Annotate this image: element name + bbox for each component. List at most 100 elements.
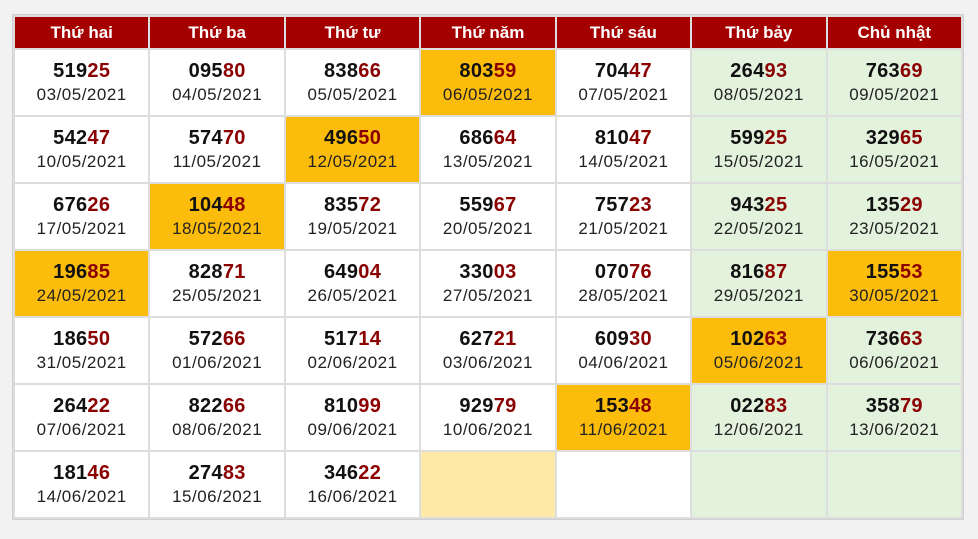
result-number: 82871 [150,260,283,284]
result-head-digits: 929 [459,394,494,417]
result-number: 15348 [557,394,690,418]
result-tail-digits: 50 [358,126,382,149]
result-number: 59925 [692,126,825,150]
result-number: 13529 [828,193,961,217]
day-cell: 33003 27/05/2021 [421,251,555,316]
day-cell: 26493 08/05/2021 [692,50,826,115]
result-number: 62721 [421,327,554,351]
result-date: 04/06/2021 [578,352,669,372]
result-tail-digits: 47 [629,126,652,149]
result-tail-digits: 26 [87,193,111,216]
result-head-digits: 274 [188,461,223,484]
result-date: 19/05/2021 [307,218,398,238]
result-number: 19685 [15,260,148,284]
result-head-digits: 822 [188,394,223,417]
result-date: 08/06/2021 [172,419,263,439]
day-cell: 82266 08/06/2021 [150,385,284,450]
day-cell: 51925 03/05/2021 [15,50,149,115]
result-tail-digits: 64 [493,126,517,149]
result-tail-digits: 14 [358,327,382,350]
result-tail-digits: 69 [899,59,923,82]
table-row: 18146 14/06/2021 27483 15/06/2021 34622 16/06… [15,452,961,517]
result-tail-digits: 79 [899,394,923,417]
result-head-digits: 704 [594,59,630,82]
result-tail-digits: 70 [222,126,246,149]
result-head-digits: 810 [594,126,630,149]
result-number: 26493 [692,59,825,83]
result-head-digits: 496 [323,126,359,149]
result-number: 27483 [150,461,283,485]
result-head-digits: 838 [323,59,359,82]
day-cell: 81099 09/06/2021 [285,385,420,450]
result-number: 70447 [557,59,690,83]
result-head-digits: 649 [323,260,359,283]
result-date: 05/05/2021 [307,84,398,104]
result-head-digits: 181 [53,461,88,484]
result-number: 18146 [15,461,148,485]
day-cell: 18650 31/05/2021 [15,318,149,383]
result-number: 55967 [421,193,554,217]
result-tail-digits: 48 [222,193,246,216]
result-number: 80359 [421,59,554,83]
result-date: 20/05/2021 [442,218,534,238]
result-date: 03/05/2021 [36,84,127,104]
day-cell: 76369 09/05/2021 [827,50,961,115]
day-cell [827,452,961,517]
result-tail-digits: 22 [358,461,382,484]
result-tail-digits: 59 [493,59,517,82]
day-cell: 09580 04/05/2021 [150,50,284,115]
day-cell: 35879 13/06/2021 [827,385,961,450]
result-number: 18650 [15,327,148,351]
result-date: 15/06/2021 [172,486,263,506]
table-row: 54247 10/05/2021 57470 11/05/2021 49650 12/05… [15,117,961,182]
result-tail-digits: 67 [493,193,517,216]
header-sunday: Chủ nhật [827,17,961,48]
result-tail-digits: 65 [899,126,923,149]
result-number: 54247 [15,126,148,150]
result-number: 02283 [692,394,825,418]
result-number: 57470 [150,126,283,150]
result-date: 14/05/2021 [578,151,669,171]
day-cell: 10448 18/05/2021 [150,184,284,249]
header-wednesday: Thứ tư [285,17,420,48]
result-head-digits: 329 [865,126,900,149]
day-cell: 92979 10/06/2021 [421,385,555,450]
day-cell [421,452,555,517]
result-date: 11/05/2021 [172,151,262,171]
result-number: 07076 [557,260,690,284]
result-head-digits: 519 [53,59,88,82]
day-cell: 59925 15/05/2021 [692,117,826,182]
results-calendar-table: Thứ hai Thứ ba Thứ tư Thứ năm Thứ sáu Th… [13,15,963,519]
result-date: 21/05/2021 [578,218,669,238]
result-date: 11/06/2021 [578,419,668,439]
header-saturday: Thứ bảy [692,17,826,48]
result-head-digits: 559 [459,193,494,216]
result-head-digits: 095 [188,59,223,82]
result-tail-digits: 22 [87,394,111,417]
result-tail-digits: 03 [493,260,517,283]
result-date: 02/06/2021 [307,352,398,372]
result-tail-digits: 83 [222,461,246,484]
result-number: 83866 [286,59,419,83]
day-cell: 82871 25/05/2021 [150,251,284,316]
result-number: 09580 [150,59,283,83]
result-head-digits: 803 [459,59,494,82]
result-head-digits: 330 [459,260,494,283]
result-date: 16/05/2021 [849,151,940,171]
result-number: 73663 [828,327,961,351]
header-friday: Thứ sáu [556,17,691,48]
result-date: 13/06/2021 [849,419,940,439]
result-tail-digits: 53 [899,260,923,283]
result-head-digits: 102 [730,327,765,350]
day-cell: 68664 13/05/2021 [421,117,555,182]
day-cell: 57470 11/05/2021 [150,117,284,182]
result-number: 76369 [828,59,961,83]
header-tuesday: Thứ ba [150,17,284,48]
result-head-digits: 135 [865,193,900,216]
result-tail-digits: 48 [629,394,652,417]
result-tail-digits: 25 [764,126,788,149]
result-head-digits: 763 [865,59,900,82]
result-date: 30/05/2021 [849,285,940,305]
result-head-digits: 358 [865,394,900,417]
result-date: 09/06/2021 [307,419,398,439]
